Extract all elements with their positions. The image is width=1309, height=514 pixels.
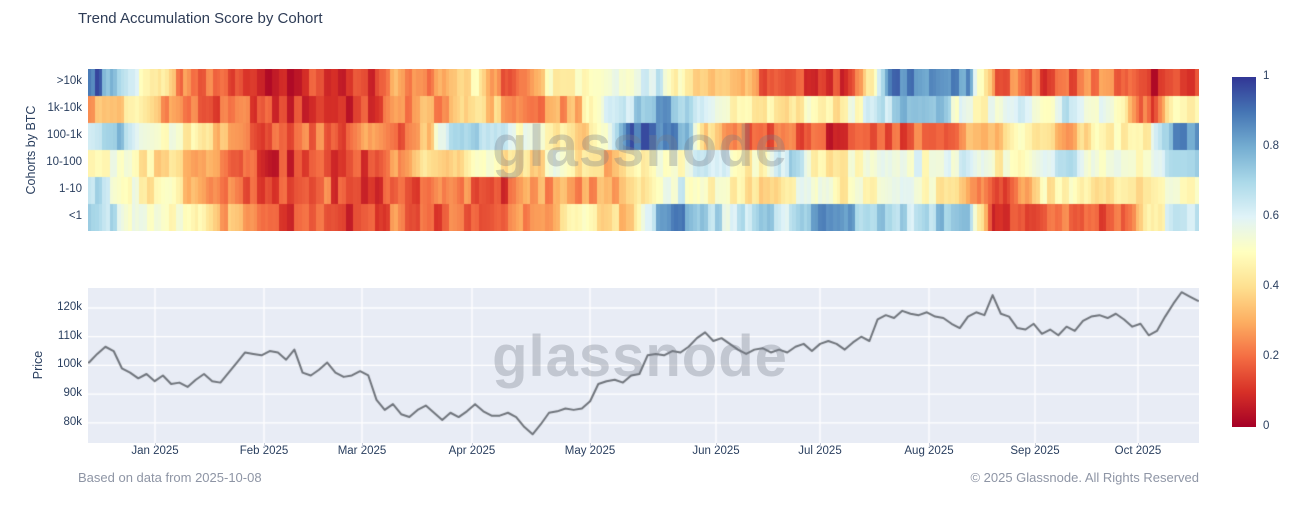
heatmap-row-label: 10-100 xyxy=(46,156,82,168)
month-tick-mark xyxy=(264,443,265,447)
colorbar-tick-label: 0.2 xyxy=(1263,350,1279,362)
month-tick-mark xyxy=(929,443,930,447)
chart-title: Trend Accumulation Score by Cohort xyxy=(78,10,323,27)
colorbar-tick-label: 1 xyxy=(1263,70,1270,82)
month-tick-label: Aug 2025 xyxy=(904,445,954,457)
month-tick-mark xyxy=(1138,443,1139,447)
colorbar-tick-label: 0.4 xyxy=(1263,280,1279,292)
month-tick-label: Feb 2025 xyxy=(239,445,289,457)
price-ytick-label: 120k xyxy=(57,301,82,313)
month-tick-label: Jan 2025 xyxy=(131,445,179,457)
month-tick-label: Sep 2025 xyxy=(1010,445,1060,457)
price-ytick-label: 100k xyxy=(57,358,82,371)
month-tick-label: Oct 2025 xyxy=(1114,445,1162,457)
heatmap-row-label: <1 xyxy=(68,210,82,222)
price-ytick-label: 80k xyxy=(63,415,82,428)
colorbar-tick-label: 0.8 xyxy=(1263,140,1279,152)
month-tick-label: Jun 2025 xyxy=(692,445,740,457)
month-tick-mark xyxy=(155,443,156,447)
footer-copyright: © 2025 Glassnode. All Rights Reserved xyxy=(970,470,1199,485)
month-tick-mark xyxy=(820,443,821,447)
colorbar-tick-label: 0.6 xyxy=(1263,210,1279,222)
heatmap-row-label: >10k xyxy=(56,75,82,87)
price-line-canvas[interactable] xyxy=(88,288,1199,443)
heatmap-row-label: 1k-10k xyxy=(47,102,82,114)
month-tick-mark xyxy=(1035,443,1036,447)
month-tick-mark xyxy=(590,443,591,447)
heatmap-row-label: 100-1k xyxy=(46,129,82,141)
month-tick-mark xyxy=(472,443,473,447)
month-tick-label: Mar 2025 xyxy=(337,445,387,457)
month-tick-label: May 2025 xyxy=(564,445,616,457)
month-tick-label: Jul 2025 xyxy=(798,445,842,457)
month-tick-label: Apr 2025 xyxy=(448,445,496,457)
cohort-heatmap-canvas[interactable] xyxy=(88,69,1199,231)
colorbar-tick-label: 0 xyxy=(1263,420,1270,432)
footer-data-note: Based on data from 2025-10-08 xyxy=(78,470,262,485)
heatmap-row-label: 1-10 xyxy=(58,183,82,195)
price-ytick-label: 90k xyxy=(63,387,82,400)
price-ytick-label: 110k xyxy=(57,329,82,342)
month-tick-mark xyxy=(362,443,363,447)
month-tick-mark xyxy=(716,443,717,447)
colorbar xyxy=(1232,77,1256,427)
